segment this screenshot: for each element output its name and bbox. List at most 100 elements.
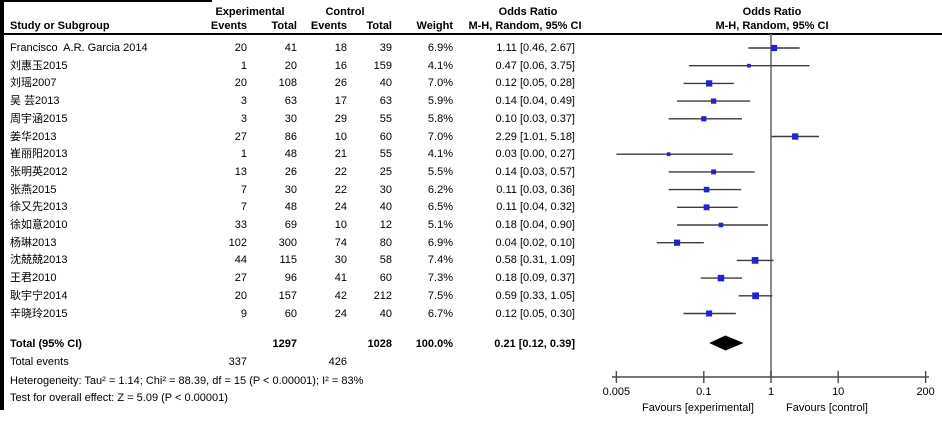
study-name-cell: 耿宇宁2014 <box>10 289 68 302</box>
weight-cell: 7.5% <box>427 289 453 302</box>
or-marker <box>710 98 717 104</box>
header-control-group: Control <box>325 6 365 18</box>
events-control-cell: 29 <box>334 112 347 125</box>
header-mh-random-ci-text: M-H, Random, 95% CI <box>468 20 582 32</box>
odds-ratio-cell: 0.47 [0.06, 3.75] <box>495 59 575 72</box>
or-marker <box>711 169 717 175</box>
header-mh-random-ci-plot: M-H, Random, 95% CI <box>715 20 829 32</box>
scan-artifact-left-border <box>0 0 4 410</box>
or-marker <box>792 133 799 140</box>
events-experimental-cell: 13 <box>234 165 247 178</box>
events-control-cell: 30 <box>334 254 347 267</box>
total-events-label: Total events <box>10 356 69 368</box>
axis-tick-label: 1 <box>767 386 775 398</box>
total-experimental-cell: 41 <box>284 42 297 54</box>
study-name-cell: 姜华2013 <box>10 130 57 143</box>
weight-cell: 6.2% <box>427 183 453 196</box>
weight-cell: 6.7% <box>427 307 453 320</box>
total-experimental-cell: 48 <box>284 148 297 161</box>
weight-cell: 7.0% <box>427 77 453 90</box>
axis-tick-label: 0.1 <box>696 386 712 398</box>
or-marker <box>703 204 710 211</box>
events-experimental-cell: 20 <box>234 42 247 54</box>
summary-diamond <box>709 335 744 351</box>
odds-ratio-cell: 0.12 [0.05, 0.30] <box>495 307 575 320</box>
events-control-cell: 18 <box>334 42 347 54</box>
study-name-cell: 徐如意2010 <box>10 219 68 231</box>
or-marker <box>706 310 713 317</box>
total-experimental-cell: 86 <box>284 130 297 143</box>
weight-cell: 7.4% <box>427 254 453 267</box>
total-experimental-cell: 108 <box>278 77 297 90</box>
odds-ratio-cell: 0.18 [0.09, 0.37] <box>495 272 575 285</box>
scan-artifact-top-border <box>0 0 212 2</box>
odds-ratio-cell: 0.59 [0.33, 1.05] <box>495 289 575 302</box>
total-experimental-cell: 157 <box>278 289 297 302</box>
events-control-cell: 17 <box>334 95 347 108</box>
total-row-label: Total (95% CI) <box>10 338 82 350</box>
study-name-cell: 徐又先2013 <box>10 201 68 214</box>
events-control-cell: 16 <box>334 59 347 72</box>
header-experimental-group: Experimental <box>215 6 285 18</box>
weight-cell: 5.1% <box>427 219 453 231</box>
events-control-cell: 24 <box>334 307 347 320</box>
events-control-cell: 74 <box>334 236 347 249</box>
or-marker <box>752 292 759 300</box>
events-experimental-cell: 1 <box>240 59 247 72</box>
events-control-cell: 42 <box>334 289 347 302</box>
total-experimental-cell: 63 <box>284 95 297 108</box>
events-experimental-cell: 3 <box>240 95 247 108</box>
events-control-cell: 41 <box>334 272 347 285</box>
header-events-experimental: Events <box>210 20 247 32</box>
study-name-cell: 沈兢兢2013 <box>10 254 68 267</box>
total-experimental-cell: 48 <box>284 201 297 214</box>
or-marker <box>666 152 671 157</box>
odds-ratio-cell: 0.14 [0.04, 0.49] <box>495 95 575 108</box>
total-experimental-cell: 115 <box>279 254 297 267</box>
total-control-cell: 55 <box>379 112 392 125</box>
events-experimental-cell: 3 <box>240 112 247 125</box>
events-experimental-cell: 27 <box>234 130 247 143</box>
axis-tick-label: 10 <box>832 386 845 398</box>
events-control-cell: 22 <box>334 165 347 178</box>
total-control-cell: 60 <box>379 272 392 285</box>
or-marker <box>701 116 707 122</box>
or-marker <box>717 274 725 282</box>
total-control-cell: 40 <box>379 307 392 320</box>
total-odds-ratio: 0.21 [0.12, 0.39] <box>494 338 575 350</box>
events-experimental-cell: 1 <box>240 148 247 161</box>
total-weight: 100.0% <box>415 338 453 350</box>
total-experimental-cell: 30 <box>284 183 297 196</box>
header-total-experimental: Total <box>271 20 297 32</box>
total-control-cell: 30 <box>379 183 392 196</box>
heterogeneity-statistics: Heterogeneity: Tau² = 1.14; Chi² = 88.39… <box>10 375 364 387</box>
total-control-cell: 159 <box>373 59 392 72</box>
total-experimental-cell: 20 <box>284 59 297 72</box>
total-control-cell: 40 <box>379 77 392 90</box>
weight-cell: 4.1% <box>427 148 453 161</box>
total-control-cell: 40 <box>379 201 392 214</box>
study-name-cell: 辛晓玲2015 <box>10 307 68 320</box>
events-experimental-cell: 33 <box>234 219 247 231</box>
total-control-cell: 25 <box>379 165 392 178</box>
events-experimental-cell: 20 <box>234 77 247 90</box>
weight-cell: 7.3% <box>427 272 453 285</box>
weight-cell: 5.9% <box>427 95 453 108</box>
events-control-cell: 21 <box>334 148 347 161</box>
weight-cell: 5.8% <box>427 112 453 125</box>
total-control-n: 1028 <box>367 338 392 350</box>
total-control-cell: 60 <box>379 130 392 143</box>
events-control-cell: 22 <box>334 183 347 196</box>
study-name-cell: Francisco A.R. Garcia 2014 <box>10 42 148 54</box>
weight-cell: 6.5% <box>427 201 453 214</box>
axis-tick-label: 200 <box>916 386 935 398</box>
header-total-control: Total <box>366 20 392 32</box>
odds-ratio-cell: 1.11 [0.46, 2.67] <box>496 42 575 54</box>
total-experimental-n: 1297 <box>272 338 297 350</box>
total-control-cell: 80 <box>379 236 392 249</box>
favours-experimental-label: Favours [experimental] <box>642 402 754 414</box>
total-experimental-cell: 96 <box>284 272 297 285</box>
or-marker <box>718 222 724 228</box>
weight-cell: 7.0% <box>427 130 453 143</box>
